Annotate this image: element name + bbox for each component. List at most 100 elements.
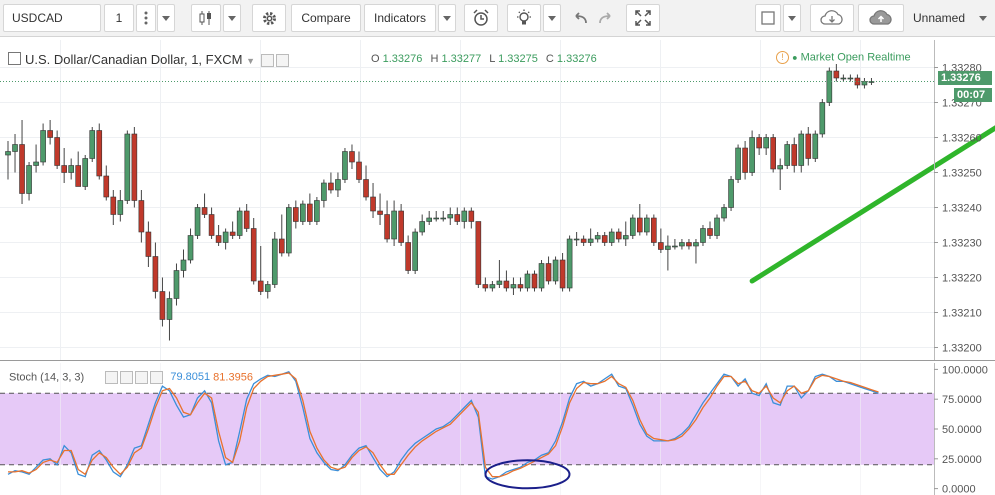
chart-type-dropdown[interactable] [223, 4, 241, 32]
load-layout-button[interactable] [810, 4, 854, 32]
stoch-legend: Stoch (14, 3, 3) 79.8051 81.3956 [9, 371, 253, 384]
stoch-more-icon[interactable] [150, 371, 164, 384]
settings-button[interactable] [252, 4, 286, 32]
candle-body [686, 242, 692, 247]
chevron-down-icon [548, 15, 556, 21]
candle-body [236, 210, 243, 236]
gear-icon [262, 11, 276, 25]
alarm-clock-icon [473, 9, 489, 26]
stoch-eye-icon[interactable] [105, 371, 119, 384]
undo-arrow-icon [575, 12, 587, 24]
candle-body [335, 179, 341, 191]
undo-button[interactable] [566, 4, 592, 32]
price-axis[interactable]: 1.332801.332701.332601.332501.332401.332… [934, 40, 982, 360]
candle-body [496, 280, 503, 285]
indicators-dropdown[interactable] [438, 4, 456, 32]
candle-body [370, 196, 376, 212]
candle-body [791, 144, 798, 166]
candle-body [419, 221, 425, 233]
alert-button[interactable] [464, 4, 498, 32]
stoch-axis[interactable]: 100.0000 75.0000 50.0000 25.0000 0.0000 [934, 363, 988, 495]
candle-body [33, 161, 39, 166]
candle-body [433, 217, 440, 220]
color-picker-button[interactable] [755, 4, 781, 32]
close-value: 1.33276 [556, 53, 597, 65]
market-status: ! ● Market Open Realtime [776, 51, 911, 64]
candle-body [517, 284, 524, 289]
fullscreen-button[interactable] [626, 4, 660, 32]
chart-legend: U.S. Dollar/Canadian Dollar, 1, FXCM ▼ [8, 52, 289, 68]
candle-body [138, 200, 145, 233]
realtime-label: Realtime [867, 51, 911, 64]
interval-select[interactable]: 1 [104, 4, 134, 32]
square-icon [761, 11, 775, 25]
interval-more-button[interactable] [136, 4, 156, 32]
candle-body [644, 217, 650, 233]
info-icon[interactable]: ! [776, 51, 789, 64]
symbol-search-box[interactable]: USDCAD [3, 4, 101, 32]
fullscreen-icon [635, 10, 651, 26]
candle-body [271, 238, 278, 285]
price-grid [0, 40, 934, 360]
compare-button[interactable]: Compare [291, 4, 361, 32]
stoch-close-icon[interactable] [135, 371, 149, 384]
green-arrow-annotation[interactable] [749, 96, 995, 284]
candle-body [812, 133, 819, 159]
candle-body [40, 130, 46, 163]
save-layout-button[interactable] [858, 4, 904, 32]
collapse-toggle[interactable] [8, 52, 21, 65]
candle-body [201, 207, 208, 215]
price-tick-label: 1.33200 [942, 343, 982, 355]
candle-body [363, 179, 369, 198]
chart-type-button[interactable] [191, 4, 221, 32]
highlight-ellipse [484, 459, 571, 490]
candle-body [545, 263, 552, 282]
candle-body [173, 270, 180, 299]
legend-settings-icon[interactable] [275, 54, 289, 68]
interval-dropdown-button[interactable] [157, 4, 175, 32]
top-toolbar: USDCAD 1 Compare Indicators [0, 0, 995, 37]
candle-body [819, 102, 826, 135]
candle-body [475, 221, 482, 285]
candle-body [215, 235, 222, 243]
candle-body [377, 210, 383, 215]
legend-eye-icon[interactable] [260, 54, 274, 68]
candle-body [468, 210, 475, 222]
candle-body [314, 200, 320, 222]
ellipse-annotation[interactable] [484, 459, 571, 490]
symbol-label: USDCAD [12, 11, 63, 25]
layout-name[interactable]: Unnamed [906, 4, 972, 32]
candle-body [777, 165, 784, 170]
candle-body [187, 235, 194, 261]
candle-body [573, 238, 580, 241]
stoch-settings-icon[interactable] [120, 371, 134, 384]
ideas-dropdown[interactable] [543, 4, 561, 32]
candle-body [293, 207, 299, 222]
color-picker-dropdown[interactable] [783, 4, 801, 32]
candle-body [601, 235, 608, 243]
redo-button[interactable] [594, 4, 620, 32]
layout-dropdown[interactable] [974, 4, 992, 32]
ideas-button[interactable] [507, 4, 541, 32]
candle-body [679, 242, 685, 247]
candle-body [636, 217, 643, 233]
ohlc-values: O 1.33276 H 1.33277 L 1.33275 C 1.33276 [371, 53, 597, 65]
arrow-shaft [749, 125, 995, 284]
price-tick-label: 1.33260 [942, 133, 982, 145]
legend-dropdown-icon[interactable]: ▼ [246, 56, 256, 66]
price-chart[interactable]: 1.332801.332701.332601.332501.332401.332… [0, 40, 995, 361]
indicators-button[interactable]: Indicators [364, 4, 436, 32]
stoch-k-value: 79.8051 [170, 371, 211, 384]
candle-body [763, 137, 769, 149]
candle-body [300, 203, 306, 222]
chevron-down-icon [162, 15, 170, 21]
market-status-label: Market Open [800, 51, 865, 64]
vertical-dots-icon [144, 11, 148, 25]
layout-name-label: Unnamed [912, 11, 966, 25]
candle-body [735, 147, 741, 180]
candle-body [159, 291, 166, 320]
candle-body [784, 144, 791, 166]
candle-body [847, 77, 854, 80]
stochastic-chart[interactable]: 100.0000 75.0000 50.0000 25.0000 0.0000 [0, 363, 995, 495]
low-label: L [489, 53, 496, 65]
